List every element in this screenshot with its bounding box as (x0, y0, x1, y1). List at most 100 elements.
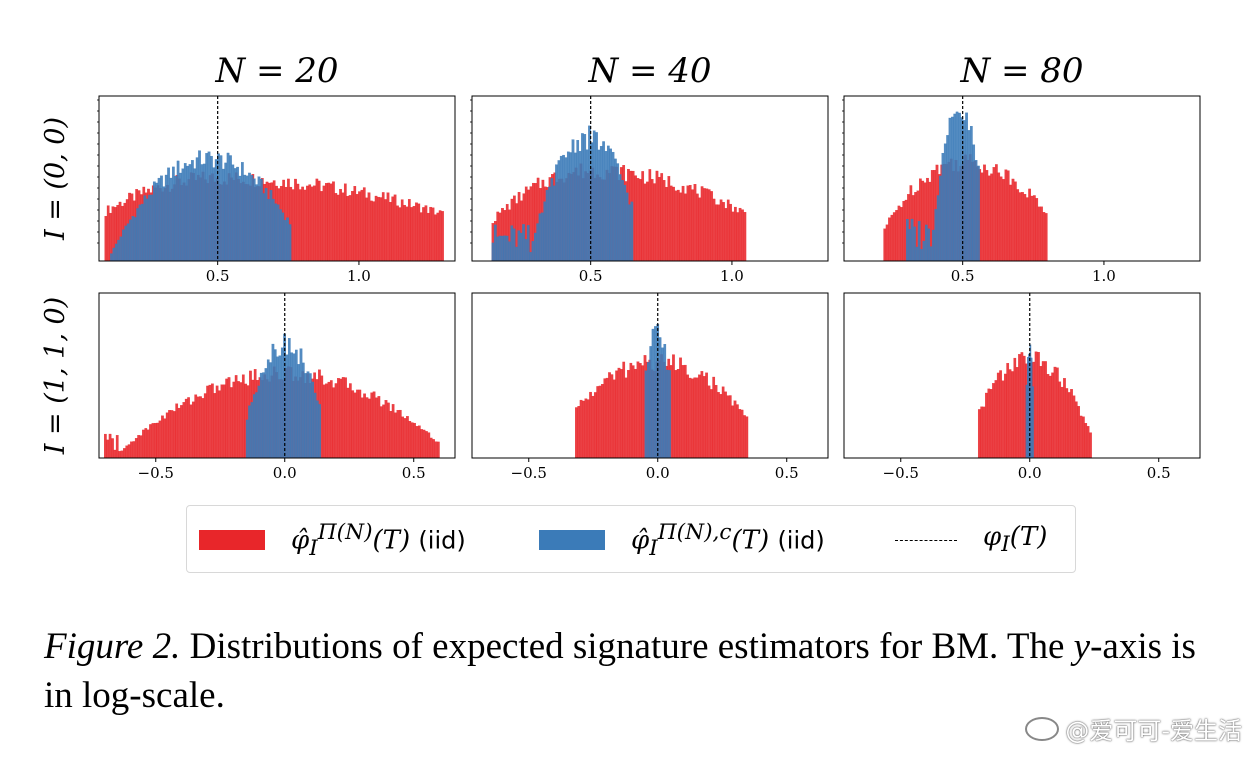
histogram-bar (543, 201, 547, 262)
histogram-bar (965, 112, 968, 262)
histogram-bar (650, 179, 654, 262)
histogram-bar (182, 402, 186, 459)
histogram-bar (686, 185, 690, 262)
histogram-bar (436, 212, 440, 262)
histogram-bar (990, 173, 993, 262)
histogram-bar (934, 209, 938, 262)
histogram-bar (346, 387, 350, 459)
histogram-bar (281, 212, 285, 262)
histogram-bar (139, 435, 143, 459)
histogram-bar (582, 400, 585, 459)
histogram-bar (605, 377, 609, 459)
weibo-icon (1025, 716, 1060, 741)
histogram-bar (999, 176, 1003, 262)
histogram-bar (259, 372, 263, 459)
histogram-bar (674, 190, 678, 262)
histogram-bar (997, 172, 1001, 262)
histogram-bar (276, 356, 279, 459)
axes-frame (843, 292, 1201, 459)
histogram-bar (429, 437, 433, 459)
histogram-bar (660, 173, 664, 262)
histogram-bar (419, 212, 423, 262)
histogram-bar (138, 204, 142, 262)
histogram-bar (298, 189, 302, 262)
histogram-bar (906, 219, 909, 262)
histogram-bar (734, 206, 737, 262)
histogram-bar (929, 246, 933, 262)
legend-entry-reference: φI(T) (895, 506, 1047, 574)
histogram-bar (598, 385, 602, 459)
histogram-bar (696, 193, 699, 262)
histogram-bar (610, 374, 614, 459)
histogram-bar (721, 386, 725, 459)
histogram-bar (129, 219, 132, 262)
histogram-bar (913, 226, 916, 262)
histogram-bar (141, 203, 144, 262)
histogram-bar (982, 406, 986, 459)
histogram-bar (681, 365, 685, 459)
histogram-bar (232, 381, 236, 459)
histogram-bar (329, 183, 333, 262)
histogram-bar (719, 394, 723, 459)
histogram-bar (194, 394, 198, 459)
histogram-bar (111, 438, 114, 459)
histogram-bar (1046, 373, 1050, 459)
histogram-bar (278, 355, 282, 459)
histogram-bar (360, 189, 364, 262)
histogram-bar (601, 384, 604, 459)
x-tick-label: 0.0 (646, 464, 670, 482)
histogram-bar (693, 377, 697, 459)
histogram-bar (1060, 386, 1064, 459)
histogram-bar (152, 181, 156, 262)
histogram-bar (169, 177, 173, 262)
histogram-bar (644, 370, 648, 459)
histogram-bar (363, 393, 366, 459)
histogram-bar (406, 416, 409, 459)
axes-frame (98, 95, 456, 262)
histogram-bar (662, 180, 666, 262)
histogram-bar (248, 405, 251, 459)
histogram-bar (895, 210, 898, 262)
histogram-bar (668, 370, 671, 459)
histogram-bar (157, 177, 161, 262)
histogram-bar (358, 389, 362, 459)
histogram-bar (351, 191, 354, 262)
histogram-bar (155, 182, 159, 262)
histogram-bar (700, 371, 704, 459)
histogram-bar (1004, 373, 1007, 459)
histogram-bar (603, 378, 607, 459)
histogram-bar (221, 168, 225, 262)
histogram-bar (224, 162, 228, 262)
histogram-bar (403, 204, 406, 262)
histogram-bar (214, 159, 218, 262)
histogram-bar (262, 372, 265, 459)
histogram-bar (334, 383, 338, 459)
histogram-bar (717, 204, 721, 262)
row-label: I = (0, 0) (40, 117, 71, 241)
histogram-bar (396, 410, 400, 459)
histogram-bar (377, 196, 380, 262)
histogram-bar (550, 178, 554, 262)
histogram-bar (422, 429, 426, 459)
histogram-bar (526, 225, 530, 262)
histogram-bar (322, 384, 326, 459)
histogram-bar (417, 425, 421, 459)
histogram-bar (1030, 357, 1033, 459)
histogram-bar (370, 392, 374, 459)
histogram-bar (1037, 206, 1041, 262)
histogram-bar (612, 379, 616, 459)
histogram-bar (955, 111, 959, 262)
histogram-bar (679, 192, 683, 262)
histogram-bar (722, 202, 725, 262)
histogram-bar (306, 185, 309, 262)
histogram-bar (353, 186, 357, 262)
histogram-bar (179, 172, 182, 262)
histogram-bar (679, 357, 682, 459)
histogram-bar (236, 166, 239, 262)
histogram-bar (381, 192, 385, 262)
histogram-bar (291, 189, 295, 262)
histogram-bar (1021, 192, 1024, 262)
histogram-bar (962, 120, 966, 262)
histogram-bar (953, 113, 957, 262)
histogram-bar (726, 395, 730, 459)
